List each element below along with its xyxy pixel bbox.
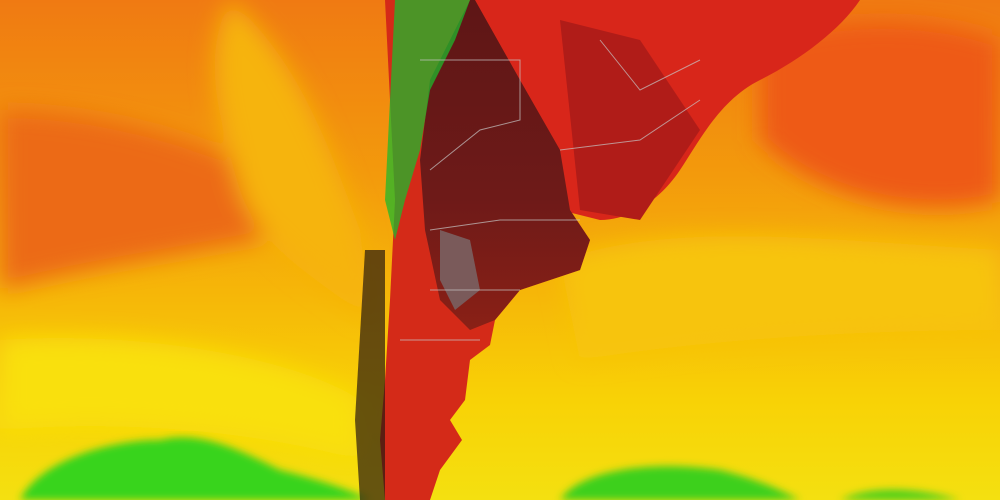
borders [400, 39, 701, 341]
warm-band-west [0, 110, 300, 290]
sea-temperature-bands [0, 0, 1000, 460]
cold-area-southwest [20, 437, 370, 500]
cold-areas [20, 437, 960, 500]
province-borders [400, 39, 701, 341]
yellow-band-west [214, 0, 370, 320]
cold-area-south [560, 466, 800, 500]
andes-cool-ridge [385, 0, 470, 240]
paraguay-uruguay-heat [560, 20, 700, 220]
yellow-band-east [560, 236, 1000, 360]
warm-band-east [760, 21, 1000, 208]
chile-fjords [355, 250, 385, 500]
yellow-band-south [0, 338, 360, 460]
cold-area-southeast [840, 489, 960, 500]
